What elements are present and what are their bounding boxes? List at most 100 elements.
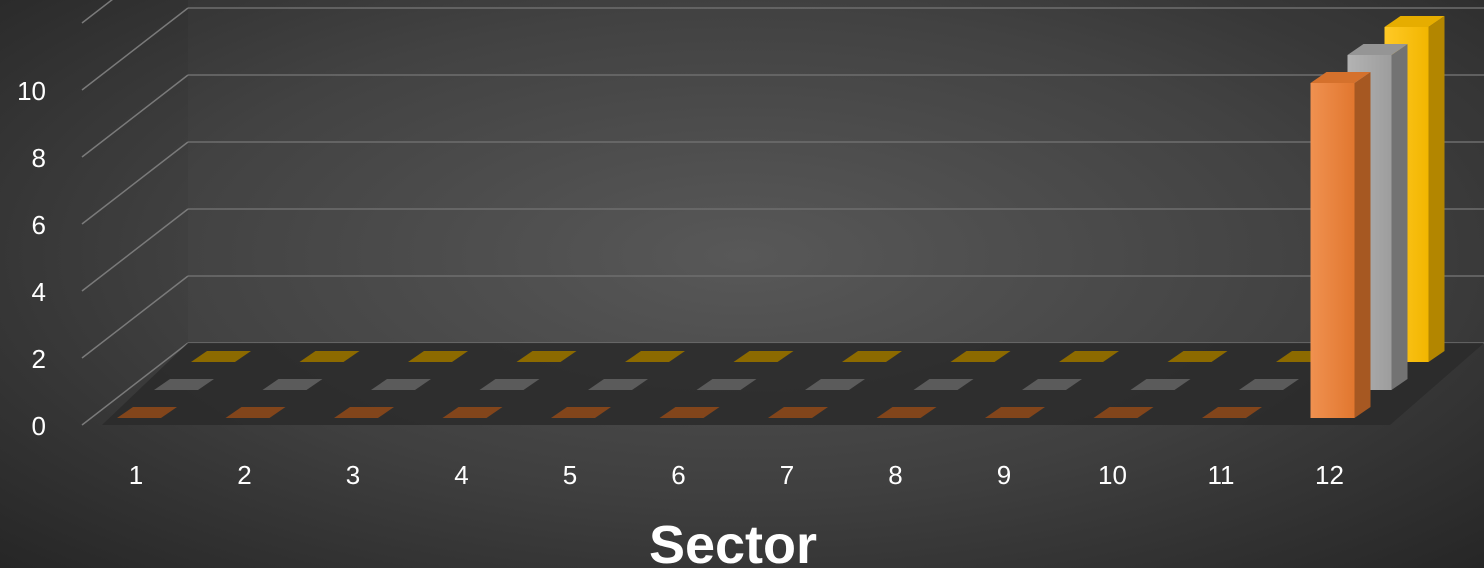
- bar-top: [1310, 72, 1371, 83]
- bar: [913, 379, 974, 390]
- bar-front: [1310, 83, 1355, 418]
- bar: [950, 351, 1011, 362]
- bar-top: [913, 379, 974, 390]
- x-tick-label: 12: [1315, 460, 1344, 490]
- bar-top: [1059, 351, 1119, 362]
- bar: [588, 379, 648, 390]
- bar: [191, 351, 251, 362]
- y-axis-ticks: 0 2 4 6 8 10: [17, 76, 46, 441]
- bar: [768, 407, 828, 418]
- gridline-diagonal: [81, 141, 189, 225]
- x-tick-label: 5: [563, 460, 577, 490]
- floor-plane: [102, 343, 1484, 425]
- bar-top: [1167, 351, 1228, 362]
- bar: [334, 407, 394, 418]
- y-tick-label: 4: [32, 277, 46, 307]
- x-tick-label: 6: [671, 460, 685, 490]
- bar-side: [1391, 44, 1408, 390]
- bar: [625, 351, 685, 362]
- bar: [154, 379, 214, 390]
- bar: [225, 407, 286, 418]
- bar: [408, 351, 468, 362]
- bar: [985, 407, 1045, 418]
- bar: [842, 351, 902, 362]
- bar-top: [299, 351, 360, 362]
- bar: [262, 379, 323, 390]
- x-tick-label: 10: [1098, 460, 1127, 490]
- bar-top: [154, 379, 214, 390]
- bar-top: [408, 351, 468, 362]
- bar-top: [985, 407, 1045, 418]
- x-tick-label: 9: [997, 460, 1011, 490]
- bar-side: [1428, 16, 1445, 362]
- bar: [551, 407, 611, 418]
- bar-top: [442, 407, 503, 418]
- bar-top: [768, 407, 828, 418]
- bar-top: [262, 379, 323, 390]
- bar: [117, 407, 177, 418]
- bar-top: [551, 407, 611, 418]
- x-tick-label: 4: [454, 460, 468, 490]
- y-tick-label: 2: [32, 344, 46, 374]
- x-tick-label: 2: [237, 460, 251, 490]
- bar-top: [1093, 407, 1154, 418]
- y-tick-label: 8: [32, 143, 46, 173]
- chart-walls: [188, 0, 1484, 343]
- bar-top: [117, 407, 177, 418]
- bar: [805, 379, 865, 390]
- bar-side: [1354, 72, 1371, 418]
- x-axis-title: Sector: [649, 515, 817, 568]
- bar: [299, 351, 360, 362]
- bar: [1239, 379, 1299, 390]
- bar-top: [733, 351, 794, 362]
- bar-top: [1202, 407, 1262, 418]
- bar-top: [659, 407, 720, 418]
- x-tick-label: 3: [346, 460, 360, 490]
- bar: [371, 379, 431, 390]
- y-tick-label: 10: [17, 76, 46, 106]
- bar-top: [225, 407, 286, 418]
- x-tick-label: 7: [780, 460, 794, 490]
- gridline-diagonal: [81, 275, 189, 359]
- bar: [733, 351, 794, 362]
- bar-top: [876, 407, 937, 418]
- bar: [1130, 379, 1191, 390]
- bar: [442, 407, 503, 418]
- bar-top: [1130, 379, 1191, 390]
- back-wall: [188, 0, 1484, 343]
- gridline-diagonal: [81, 0, 113, 24]
- bar-top: [625, 351, 685, 362]
- bar-top: [334, 407, 394, 418]
- bar: [479, 379, 540, 390]
- bar-top: [1384, 16, 1445, 27]
- bar: [659, 407, 720, 418]
- gridline-diagonal: [81, 208, 189, 292]
- x-axis-ticks: 1 2 3 4 5 6 7 8 9 10 11 12: [129, 460, 1344, 490]
- bar: [1059, 351, 1119, 362]
- bar: [1022, 379, 1082, 390]
- y-tick-label: 0: [32, 411, 46, 441]
- bar-top: [588, 379, 648, 390]
- bar-top: [479, 379, 540, 390]
- gridline-diagonal: [81, 342, 189, 426]
- bar: [516, 351, 577, 362]
- chart-floor: [102, 343, 1484, 425]
- bar-top: [696, 379, 757, 390]
- bar: [1310, 72, 1371, 418]
- x-tick-label: 11: [1208, 460, 1235, 490]
- bar: [1202, 407, 1262, 418]
- bar: [1093, 407, 1154, 418]
- bar: [1167, 351, 1228, 362]
- gridline-diagonal: [81, 7, 189, 91]
- y-tick-label: 6: [32, 210, 46, 240]
- bar: [876, 407, 937, 418]
- bar-top: [805, 379, 865, 390]
- x-tick-label: 8: [888, 460, 902, 490]
- bar: [696, 379, 757, 390]
- bar-top: [1239, 379, 1299, 390]
- bar-top: [1022, 379, 1082, 390]
- bar-top: [842, 351, 902, 362]
- bars: [117, 16, 1445, 418]
- bar-top: [371, 379, 431, 390]
